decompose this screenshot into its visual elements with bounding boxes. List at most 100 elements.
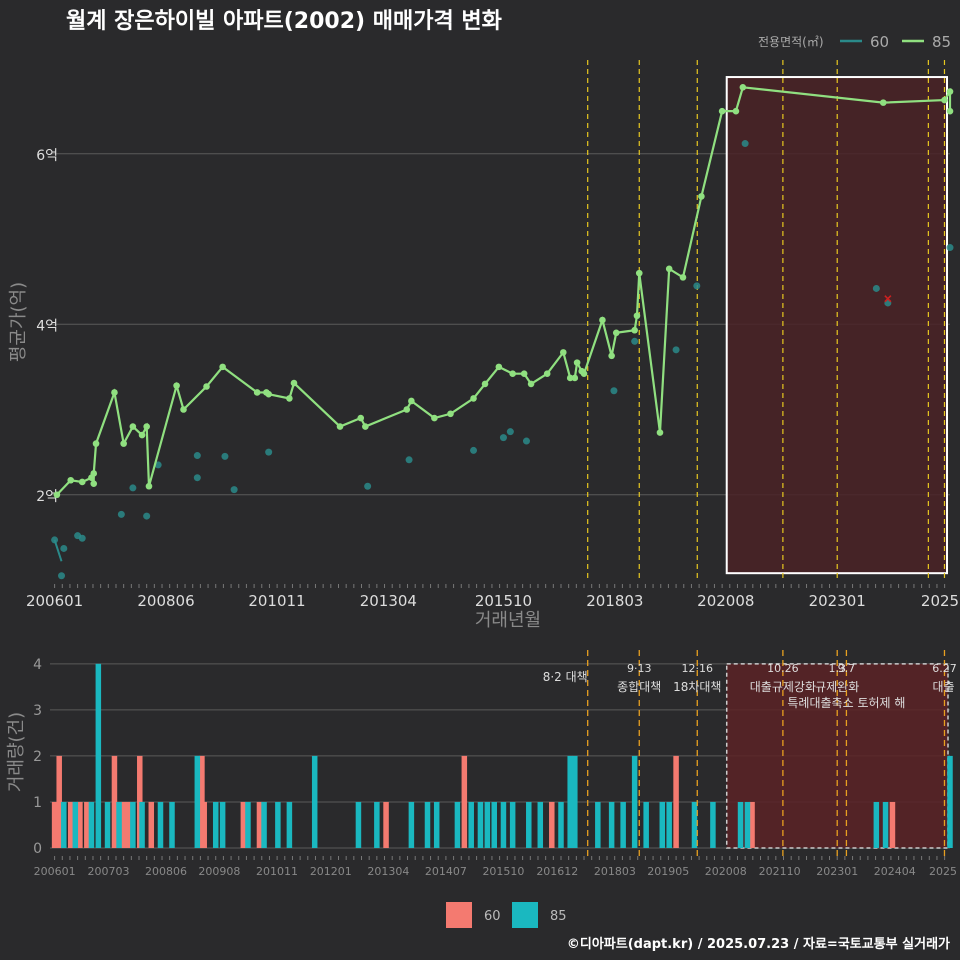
bar-60 (120, 801, 127, 848)
series-85-point (92, 440, 100, 447)
bar-85 (95, 663, 102, 848)
series-85-point (180, 406, 187, 413)
top-x-tick-label: 202301 (809, 592, 866, 610)
bottom-x-tick-label: 200703 (87, 865, 129, 878)
bar-85 (88, 801, 95, 848)
series-85-point (608, 352, 615, 360)
top-plot-marks (51, 83, 954, 580)
policy-event-date: 10.26 (767, 662, 799, 675)
bar-85 (374, 801, 380, 848)
bottom-x-tick-label: 201905 (647, 865, 689, 878)
series-60-point (610, 387, 618, 395)
bar-85 (424, 801, 431, 848)
top-x-tick-label: 2025 (921, 592, 959, 610)
bar-60 (111, 755, 118, 848)
series-85-point (145, 482, 153, 490)
bottom-policy-lines: 8·2 대책 9·13 종합대책 12·16 18차대책 10.26 대출규제강화 1.3 규제… (543, 650, 957, 858)
chart-title: 월계 장은하이빌 아파트(2002) 매매가격 변화 (66, 9, 502, 34)
policy-event-label: 18차대책 (673, 679, 721, 694)
top-y-tick-label: 2억 (36, 489, 58, 505)
series-85-point (698, 193, 705, 200)
bottom-y-axis-label: 거래량(건) (6, 712, 27, 792)
bottom-x-tick-label: 200806 (145, 865, 187, 878)
outlier-marker (884, 295, 892, 303)
legend-title: 전용면적(㎡) (758, 35, 824, 49)
series-60-point (405, 456, 413, 464)
series-60-point (221, 452, 229, 460)
bar-60 (148, 801, 155, 848)
bottom-x-tick-label: 202008 (705, 865, 747, 878)
series-85-point (78, 478, 86, 486)
series-85-point (571, 374, 579, 382)
bottom-y-tick-label: 3 (33, 703, 42, 719)
series-85-point (143, 423, 150, 430)
bar-60 (77, 801, 83, 848)
bar-85 (311, 755, 318, 848)
bar-85 (737, 801, 744, 848)
bar-85 (947, 755, 953, 848)
bottom-x-tick-label: 201803 (594, 865, 636, 878)
top-x-tick-label: 200601 (26, 592, 83, 610)
series-85-point (447, 410, 454, 418)
bar-85 (744, 801, 751, 848)
series-85-point (520, 370, 528, 378)
bottom-x-tick-label: 201510 (482, 865, 524, 878)
series-85-point (633, 312, 641, 320)
bar-60 (84, 801, 90, 848)
series-85-point (408, 397, 415, 405)
series-60-point (946, 244, 954, 252)
bar-85 (275, 801, 281, 848)
top-y-axis-label: 평균가(억) (8, 282, 29, 362)
series-60-point (117, 510, 125, 518)
top-x-tick-label: 201011 (248, 592, 305, 610)
bottom-x-tick-label: 200601 (34, 865, 76, 878)
policy-event-label: 대출 (932, 680, 954, 694)
bar-85 (477, 801, 484, 848)
series-85-point (362, 423, 369, 430)
series-85-point (90, 470, 98, 477)
series-60-point (265, 448, 273, 456)
bar-85 (631, 755, 638, 848)
bar-85 (286, 801, 293, 848)
series-85-point (90, 480, 98, 487)
top-legend: 전용면적(㎡) 60 85 (758, 33, 951, 51)
series-85-point (612, 329, 620, 337)
series-85-point (481, 380, 489, 388)
bar-85 (572, 755, 578, 848)
series-60-point (693, 282, 701, 290)
bar-85 (104, 801, 111, 848)
bar-85 (61, 801, 67, 848)
bottom-legend: 60 85 (446, 902, 567, 928)
bar-60 (125, 801, 132, 848)
bar-85 (691, 801, 698, 848)
bar-60 (51, 801, 58, 848)
series-85-point (286, 395, 293, 402)
series-85-point (290, 379, 298, 387)
series-60-point (60, 544, 68, 552)
series-85-point (718, 107, 726, 115)
bar-85 (643, 801, 649, 848)
bar-85 (219, 801, 226, 848)
series-85-point (53, 491, 61, 499)
series-85-point (527, 380, 535, 388)
policy-event-label: 종합대책 (617, 679, 661, 694)
bar-60 (256, 801, 263, 848)
series-85-point (580, 370, 588, 378)
series-85-point (495, 363, 503, 371)
series-85-point (665, 265, 673, 273)
bar-85 (526, 801, 532, 848)
bar-85 (212, 801, 219, 848)
policy-event-date: 1.3 (828, 662, 846, 675)
series-60-point (129, 484, 137, 492)
top-x-tick-label: 202008 (697, 592, 754, 610)
policy-event-label: 규제완화 (815, 680, 859, 694)
policy-event-label: 대출규제강화 (750, 680, 816, 694)
series-60-point (193, 452, 201, 460)
bar-85 (484, 801, 491, 848)
series-85-point (946, 88, 954, 95)
bar-85 (491, 801, 497, 848)
bar-85 (130, 801, 136, 848)
bar-85 (245, 801, 251, 848)
series-85-point (336, 423, 344, 430)
bar-60 (889, 801, 896, 848)
